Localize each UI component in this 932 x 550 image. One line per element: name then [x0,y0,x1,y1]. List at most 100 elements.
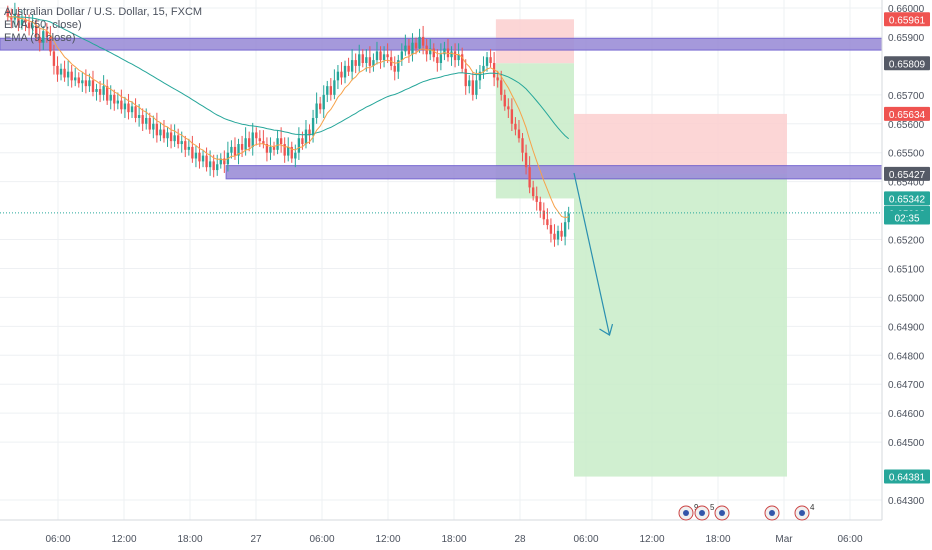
candle-body [173,135,176,142]
candle-body [343,65,347,78]
candle-body [436,57,439,63]
price-tick-label: 0.64800 [888,351,925,362]
candle-body [251,132,254,147]
candle-body [20,19,24,26]
candle-body [233,146,237,156]
candle-body [478,71,482,81]
price-tag-bg [884,106,930,121]
candle-body [27,22,31,29]
projection-arrow [573,172,611,336]
candle-body [184,141,187,150]
candle-body [397,60,400,72]
candle-body [205,155,208,168]
candle-body [322,94,325,110]
price-tag-text: 02:35 [894,214,919,225]
price-tick-label: 0.66000 [888,4,925,15]
ema9-label: EMA (9, close) [4,32,76,44]
price-tick-label: 0.64300 [888,496,925,507]
candle-body [56,65,59,75]
candle-body [187,146,190,150]
candle-body [311,117,315,136]
event-flag-center [769,510,775,516]
candle-body [31,25,34,29]
price-tag-bg [884,166,930,181]
candle-body [563,222,567,237]
candle-body [315,103,318,118]
candle-body [113,94,116,104]
candle-body [74,77,77,81]
price-tick-label: 0.65700 [888,91,925,102]
candle-body [42,31,45,43]
candle-body [549,225,553,234]
price-tag-text: 0.65809 [889,59,926,70]
price-tick-label: 0.65200 [888,236,925,247]
price-tag-text: 0.65634 [889,110,926,121]
candle-body [262,141,265,145]
candle-body [553,233,556,240]
price-tag-text: 0.65342 [889,194,926,205]
candle-body [450,51,453,58]
time-tick-label: 18:00 [177,534,202,545]
candle-body [542,210,545,220]
candle-body [308,129,311,136]
candle-body [120,100,123,110]
candle-body [489,57,492,63]
candle-body [287,146,290,156]
candle-body [279,138,283,145]
price-tag-bg [884,210,930,225]
candle-body [240,144,244,150]
candle-body [535,196,538,202]
candle-body [528,167,531,188]
candle-body [439,54,443,63]
candle-body [159,129,162,136]
candle-body [77,77,80,84]
candle-body [350,60,354,72]
event-flag-center [683,510,689,516]
candles [6,2,570,247]
price-tick-label: 0.64500 [888,438,925,449]
candle-body [354,60,357,66]
candle-body [468,80,471,87]
candle-body [141,115,144,124]
candle-body [265,144,269,153]
candle-body [560,230,563,237]
candle-body [145,117,148,124]
candle-body [237,144,240,156]
calendar-event-icon [764,505,780,521]
candle-body [414,42,418,49]
candle-body [361,54,364,63]
price-tick-label: 0.64900 [888,322,925,333]
ema50-label: EMA (50, close) [4,19,82,31]
candle-body [464,68,467,87]
calendar-event-icon [714,505,730,521]
candle-body [258,138,261,142]
candle-body [372,60,375,66]
candle-body [17,13,20,26]
candle-body [269,146,272,153]
candle-body [453,51,457,61]
time-tick-label: 12:00 [375,534,400,545]
candle-body [116,100,119,104]
time-tick-label: 06:00 [309,534,334,545]
candle-body [294,152,297,159]
candle-body [152,123,155,130]
candle-body [482,65,485,72]
candle-body [379,51,382,61]
candle-body [386,54,389,58]
time-tick-label: 18:00 [705,534,730,545]
candle-body [340,71,343,78]
candle-body [194,152,198,159]
candle-body [485,57,489,66]
candle-body [411,42,414,55]
candle-body [432,48,435,58]
candle-body [70,71,73,81]
candle-body [10,16,13,20]
candle-body [375,51,379,61]
candle-body [35,25,38,37]
candle-body [446,48,450,58]
candle-body [507,106,510,110]
candle-body [63,68,66,78]
candle-body [514,123,517,130]
price-tick-label: 0.64600 [888,409,925,420]
